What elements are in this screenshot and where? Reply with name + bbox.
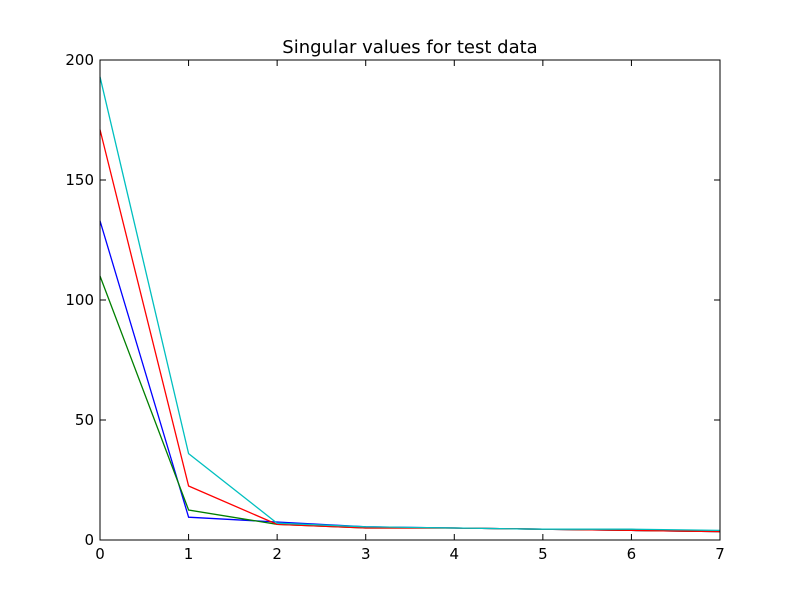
x-tick-label: 0 <box>95 545 105 563</box>
x-tick-label: 3 <box>361 545 371 563</box>
y-tick-label: 200 <box>65 51 94 69</box>
y-tick-label: 100 <box>65 291 94 309</box>
chart-title: Singular values for test data <box>282 37 537 58</box>
axis-ticks: 0 1 2 3 4 5 6 7 0 50 100 150 200 <box>65 51 724 563</box>
x-tick-label: 5 <box>538 545 548 563</box>
x-tick-label: 6 <box>627 545 637 563</box>
series-line-2 <box>99 275 721 533</box>
y-tick-label: 0 <box>84 531 94 549</box>
x-tick-label: 1 <box>184 545 194 563</box>
y-tick-label: 50 <box>75 411 94 429</box>
plot-frame <box>99 59 721 541</box>
y-tick-label: 150 <box>65 171 94 189</box>
series-line-3 <box>99 129 721 533</box>
x-tick-label: 4 <box>450 545 460 563</box>
x-tick-label: 2 <box>272 545 282 563</box>
plot-area <box>99 76 721 533</box>
series-line-4 <box>99 76 721 532</box>
series-line-1 <box>99 220 721 533</box>
x-tick-label: 7 <box>715 545 725 563</box>
